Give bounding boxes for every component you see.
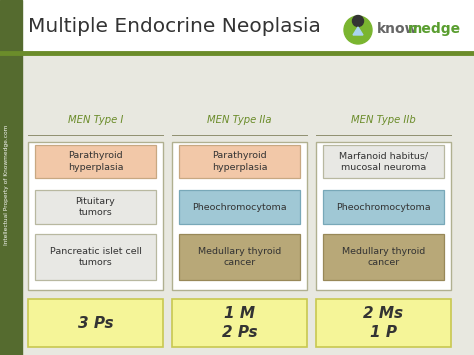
Text: 1 M
2 Ps: 1 M 2 Ps [222,306,257,340]
Text: Medullary thyroid
cancer: Medullary thyroid cancer [342,247,425,267]
Bar [0,0,474,52]
Text: Pheochromocytoma: Pheochromocytoma [336,202,431,212]
Bar [179,234,300,280]
Bar [172,142,307,290]
Bar [323,190,444,224]
Bar [28,142,163,290]
Bar [28,299,163,347]
Text: Pituitary
tumors: Pituitary tumors [76,197,115,217]
Circle shape [353,16,364,27]
Polygon shape [353,27,363,35]
Text: 3 Ps: 3 Ps [78,316,113,331]
Bar [35,145,156,178]
Text: Pheochromocytoma: Pheochromocytoma [192,202,287,212]
Circle shape [344,16,372,44]
Text: Parathyroid
hyperplasia: Parathyroid hyperplasia [68,152,123,171]
Text: Parathyroid
hyperplasia: Parathyroid hyperplasia [212,152,267,171]
Bar [22,52,474,355]
Text: medge: medge [408,22,461,36]
Bar [172,299,307,347]
Text: know: know [377,22,419,36]
Bar [179,190,300,224]
Text: MEN Type I: MEN Type I [68,115,123,125]
Bar [179,145,300,178]
Text: MEN Type IIa: MEN Type IIa [207,115,272,125]
Text: Intellectual Property of Knowmedge.com: Intellectual Property of Knowmedge.com [4,125,9,245]
Bar [0,0,22,52]
Text: Marfanoid habitus/
mucosal neuroma: Marfanoid habitus/ mucosal neuroma [339,152,428,171]
Text: 2 Ms
1 P: 2 Ms 1 P [364,306,403,340]
Text: Medullary thyroid
cancer: Medullary thyroid cancer [198,247,281,267]
Bar [316,142,451,290]
Bar [323,145,444,178]
Text: Pancreatic islet cell
tumors: Pancreatic islet cell tumors [50,247,141,267]
Bar [323,234,444,280]
Bar [0,52,22,355]
Text: Multiple Endocrine Neoplasia: Multiple Endocrine Neoplasia [28,16,321,36]
Text: MEN Type IIb: MEN Type IIb [351,115,416,125]
Bar [316,299,451,347]
Bar [35,190,156,224]
Bar [35,234,156,280]
